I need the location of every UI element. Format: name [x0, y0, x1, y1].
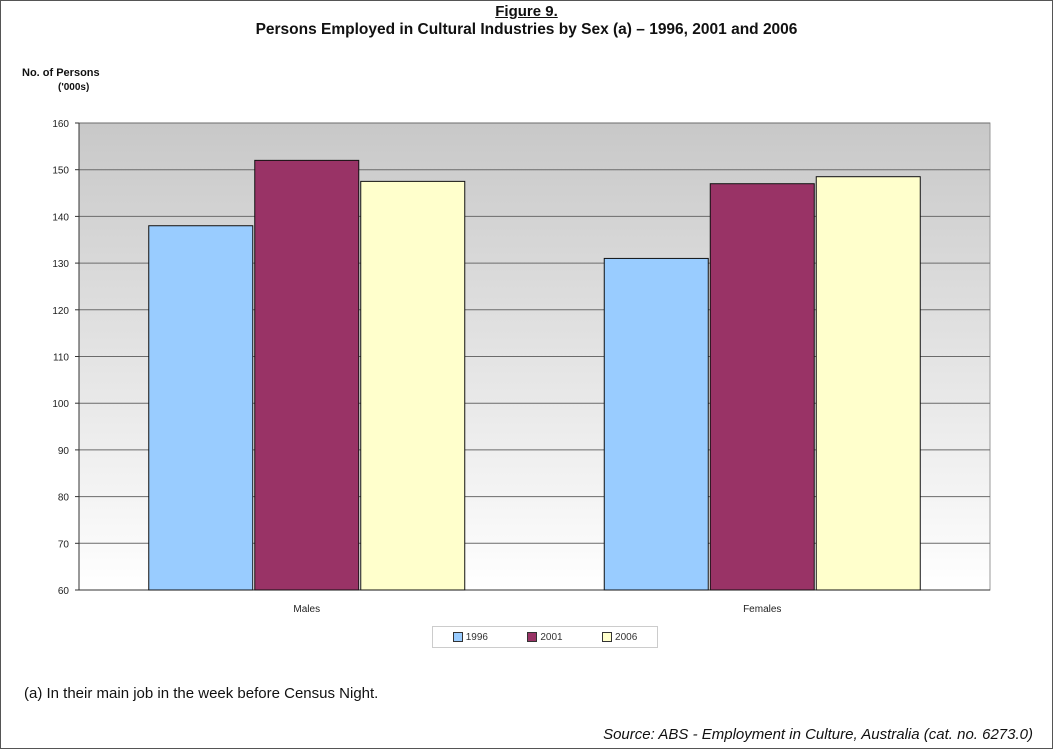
- figure-label: Figure 9.: [495, 3, 558, 20]
- legend-label-2001: 2001: [540, 631, 563, 643]
- y-tick-label: 100: [52, 399, 69, 410]
- bar-females-2006: [815, 176, 921, 591]
- y-tick-label: 90: [58, 446, 70, 457]
- legend-swatch-1996: [452, 632, 463, 642]
- bar-females-1996: [603, 257, 709, 591]
- y-tick-label: 110: [53, 353, 69, 364]
- legend-item-1996: 1996: [452, 631, 488, 643]
- y-tick-label: 140: [52, 212, 69, 223]
- bar-males-2006: [360, 180, 466, 591]
- y-tick-label: 130: [52, 259, 69, 270]
- legend-item-2006: 2006: [602, 632, 637, 643]
- y-tick-label: 60: [58, 586, 70, 597]
- legend-label-2006: 2006: [615, 631, 638, 643]
- y-axis-unit: ('000s): [58, 82, 90, 93]
- legend-label-1996: 1996: [465, 631, 488, 643]
- source-note: Source: ABS - Employment in Culture, Aus…: [603, 726, 1033, 743]
- y-tick-label: 80: [58, 493, 70, 504]
- y-tick-label: 160: [52, 119, 69, 130]
- y-tick-label: 150: [52, 166, 69, 177]
- y-tick-label: 70: [58, 539, 70, 550]
- legend-item-2001: 2001: [527, 631, 563, 643]
- legend-swatch-2001: [527, 632, 538, 642]
- footnote: (a) In their main job in the week before…: [24, 685, 379, 702]
- bar-males-1996: [148, 225, 254, 591]
- bar-females-2001: [709, 183, 815, 591]
- bar-males-2001: [254, 159, 360, 591]
- bar-chart: 60 70 80 90 100 110 120 130 140 150 160 Males Female…: [52, 119, 991, 615]
- x-tick-label-females: Females: [743, 604, 781, 615]
- y-tick-label: 120: [52, 306, 69, 317]
- x-tick-label-males: Males: [293, 604, 320, 615]
- y-axis-label: No. of Persons: [22, 67, 100, 79]
- legend-swatch-2006: [602, 632, 613, 642]
- chart-title: Persons Employed in Cultural Industries …: [255, 21, 798, 38]
- chart-legend: 1996 2001 2006: [432, 626, 658, 648]
